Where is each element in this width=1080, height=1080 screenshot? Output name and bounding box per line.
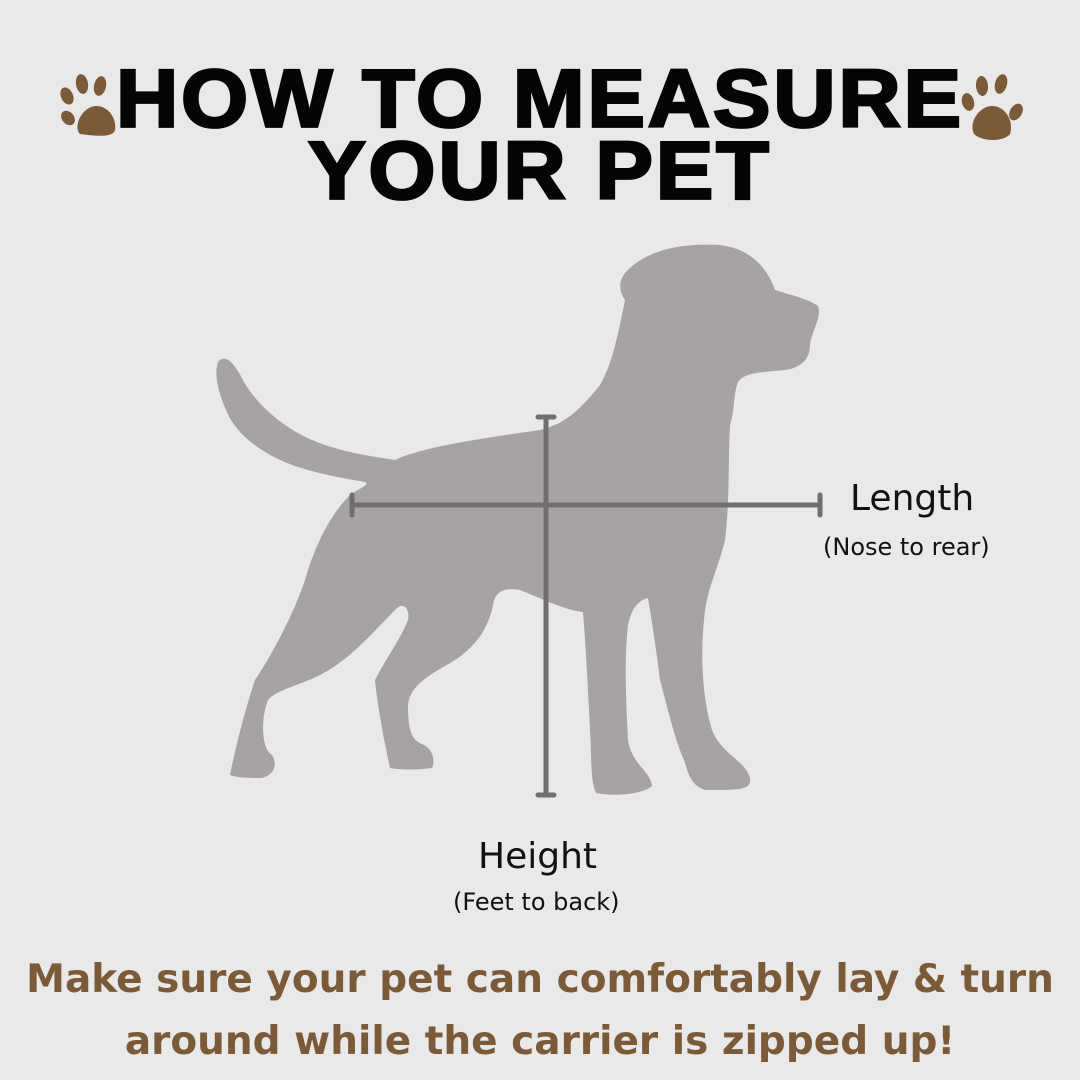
dog-silhouette <box>216 244 819 795</box>
title-line-2: YOUR PET <box>307 125 772 217</box>
footer-note: Make sure your pet can comfortably lay &… <box>0 949 1080 1073</box>
title-line-1: HOW TO MEASURE <box>115 53 964 145</box>
footer-line-2: around while the carrier is zipped up! <box>124 1019 956 1064</box>
footer-line-1: Make sure your pet can comfortably lay &… <box>26 957 1054 1002</box>
height-label: Height <box>478 836 598 877</box>
paw-print-icon <box>961 74 1023 140</box>
paw-print-icon <box>60 74 116 136</box>
height-sublabel: (Feet to back) <box>453 888 620 916</box>
length-label: Length <box>850 478 975 519</box>
length-sublabel: (Nose to rear) <box>823 533 990 561</box>
